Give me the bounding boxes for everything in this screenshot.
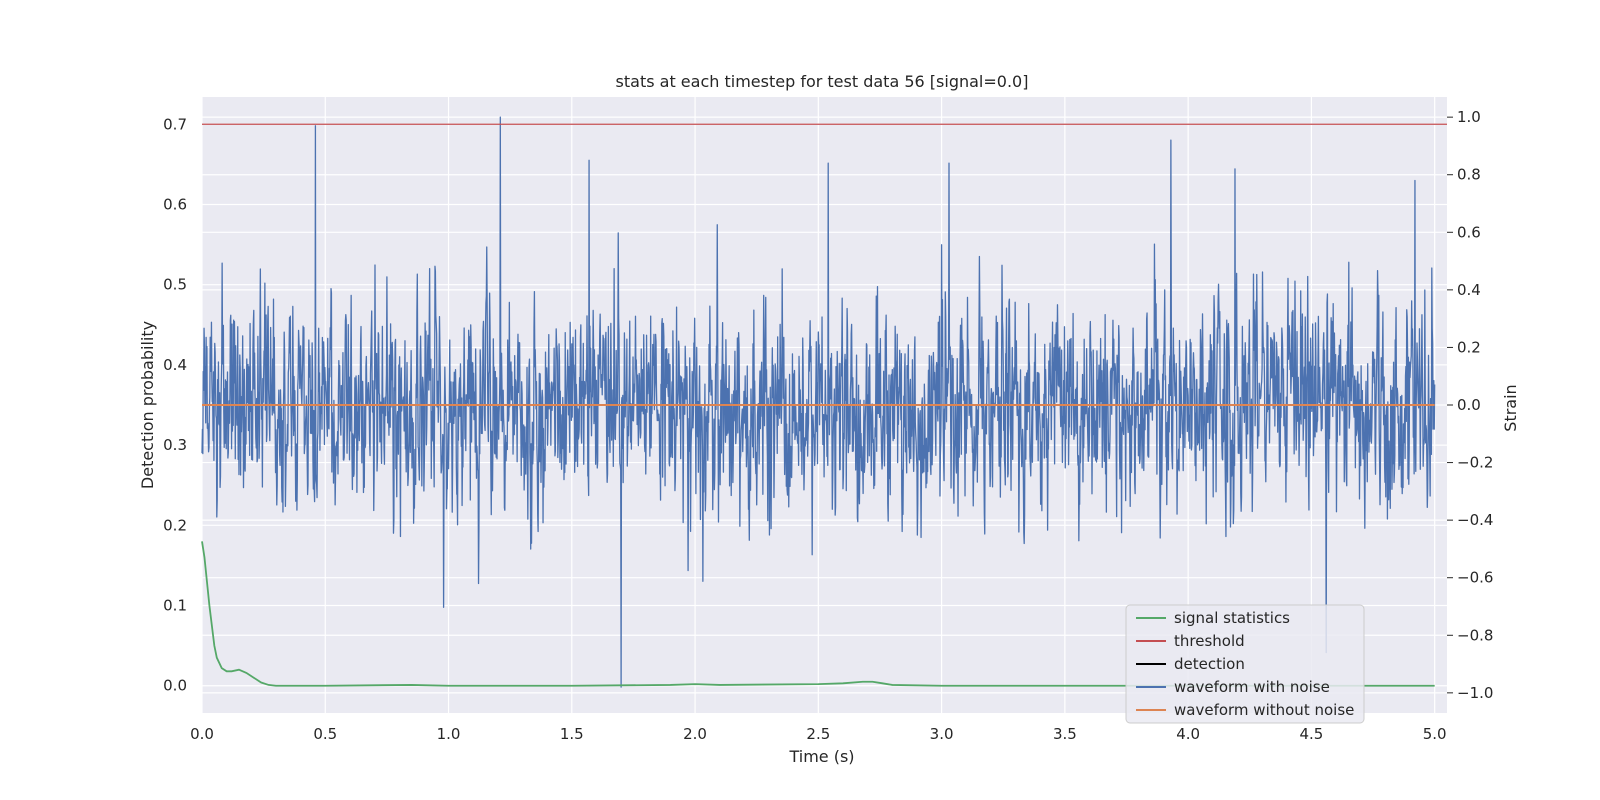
legend-label: signal statistics bbox=[1174, 609, 1290, 627]
x-axis-label: Time (s) bbox=[788, 747, 854, 766]
x-tick-label: 3.0 bbox=[930, 725, 954, 743]
y-tick-label: 0.2 bbox=[163, 516, 187, 534]
y2-tick-label: 0.4 bbox=[1457, 281, 1481, 299]
y2-tick-label: 0.8 bbox=[1457, 166, 1481, 184]
x-tick-label: 1.5 bbox=[560, 725, 584, 743]
y-tick-label: 0.1 bbox=[163, 597, 187, 615]
x-tick-label: 2.0 bbox=[683, 725, 707, 743]
x-tick-label: 2.5 bbox=[806, 725, 830, 743]
x-tick-label: 3.5 bbox=[1053, 725, 1077, 743]
legend-box bbox=[1125, 604, 1365, 724]
y-tick-label: 0.0 bbox=[163, 677, 187, 695]
y-axis-label: Detection probability bbox=[138, 321, 157, 489]
y2-tick-label: −0.8 bbox=[1457, 626, 1493, 644]
y-axis-right: 1.0 0.8 0.6 0.4 0.2 0.0 −0.2 −0.4 −0.6 −0.8 −1.0 bbox=[1447, 108, 1493, 702]
y2-tick-label: −0.4 bbox=[1457, 511, 1493, 529]
y-tick-label: 0.7 bbox=[163, 115, 187, 133]
y2-tick-label: 1.0 bbox=[1457, 108, 1481, 126]
y-tick-label: 0.5 bbox=[163, 276, 187, 294]
y2-tick-label: 0.6 bbox=[1457, 223, 1481, 241]
x-tick-label: 0.0 bbox=[190, 725, 214, 743]
y-tick-label: 0.6 bbox=[163, 195, 187, 213]
y-axis-left: 0.0 0.1 0.2 0.3 0.4 0.5 0.6 0.7 bbox=[163, 115, 187, 694]
y2-tick-label: 0.2 bbox=[1457, 338, 1481, 356]
x-tick-label: 4.0 bbox=[1176, 725, 1200, 743]
y2-tick-label: 0.0 bbox=[1457, 396, 1481, 414]
y2-tick-label: −0.2 bbox=[1457, 454, 1493, 472]
y-tick-label: 0.3 bbox=[163, 436, 187, 454]
x-tick-label: 1.0 bbox=[437, 725, 461, 743]
x-tick-label: 5.0 bbox=[1423, 725, 1447, 743]
x-tick-label: 4.5 bbox=[1299, 725, 1323, 743]
waveform-with-noise-line bbox=[201, 116, 1436, 688]
legend-label: threshold bbox=[1174, 632, 1245, 650]
y2-tick-label: −0.6 bbox=[1457, 569, 1493, 587]
plot-series bbox=[201, 116, 1447, 688]
y2-tick-label: −1.0 bbox=[1457, 684, 1493, 702]
legend-label: waveform with noise bbox=[1174, 678, 1330, 696]
x-axis: 0.0 0.5 1.0 1.5 2.0 2.5 3.0 3.5 4.0 4.5 5.0 bbox=[190, 725, 1447, 743]
legend: signal statistics threshold detection wavef… bbox=[1125, 604, 1365, 724]
legend-label: waveform without noise bbox=[1174, 701, 1354, 719]
chart-title: stats at each timestep for test data 56 … bbox=[616, 72, 1029, 91]
y2-axis-label: Strain bbox=[1501, 384, 1520, 431]
x-tick-label: 0.5 bbox=[313, 725, 337, 743]
legend-label: detection bbox=[1174, 655, 1245, 673]
y-tick-label: 0.4 bbox=[163, 356, 187, 374]
signal-statistics-line bbox=[201, 541, 1435, 687]
